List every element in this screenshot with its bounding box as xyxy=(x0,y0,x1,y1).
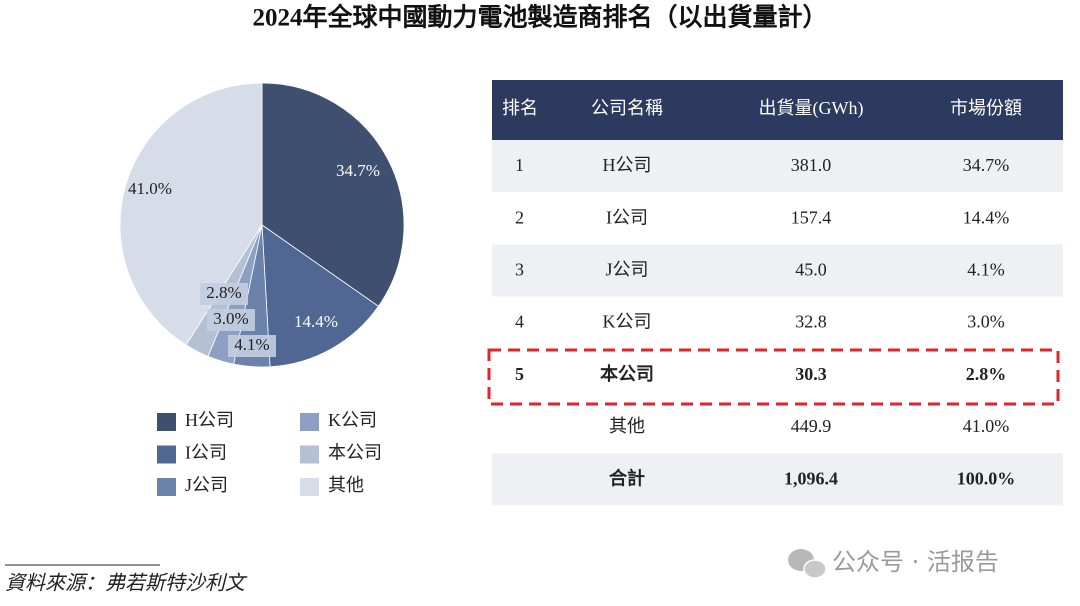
chart-title: 2024年全球中國動力電池製造商排名（以出貨量計） xyxy=(252,3,827,32)
legend-label: 其他 xyxy=(328,475,364,495)
data-label: 4.1% xyxy=(234,335,269,354)
data-label: 41.0% xyxy=(128,179,172,198)
watermark-icon xyxy=(788,549,827,579)
pie: 34.7% 14.4% 4.1% 3.0% 2.8% 41.0% xyxy=(119,82,405,368)
table-row-bg xyxy=(492,401,1063,454)
table-cell: 其他 xyxy=(609,416,645,436)
table-header: 排名 xyxy=(502,98,538,118)
table-cell: 449.9 xyxy=(791,416,832,436)
highlight-box xyxy=(487,348,1060,406)
table-header: 出貨量(GWh) xyxy=(759,98,864,119)
data-label: 34.7% xyxy=(336,161,380,180)
legend-label: 本公司 xyxy=(328,443,382,463)
table-row-bg xyxy=(492,296,1063,349)
table-cell: 3.0% xyxy=(967,312,1005,332)
table-cell: 30.3 xyxy=(795,364,827,384)
table-row-bg xyxy=(492,192,1063,245)
data-label: 3.0% xyxy=(213,309,248,328)
source: 資料來源：弗若斯特沙利文 xyxy=(5,573,248,595)
table: 排名 公司名稱 出貨量(GWh) 市場份額 1 H公司 381.0 34.7% 2 I公司 157.… xyxy=(487,80,1063,506)
pie-slice xyxy=(119,82,263,346)
data-label: 2.8% xyxy=(206,283,241,302)
table-cell: 1,096.4 xyxy=(784,468,838,488)
table-header: 市場份額 xyxy=(950,98,1022,118)
legend-label: K公司 xyxy=(328,410,377,430)
table-row-bg xyxy=(492,140,1063,193)
pie-slice xyxy=(261,224,379,368)
table-header: 公司名稱 xyxy=(591,98,663,118)
legend-label: J公司 xyxy=(185,475,228,495)
table-row-bg xyxy=(492,348,1063,401)
legend-label: I公司 xyxy=(185,443,227,463)
table-header-bg xyxy=(492,80,1063,140)
table-cell: 41.0% xyxy=(963,416,1010,436)
legend-swatch xyxy=(157,478,176,496)
table-cell: 45.0 xyxy=(795,260,827,280)
label-box xyxy=(200,283,248,305)
label-box xyxy=(228,335,276,357)
table-row-bg xyxy=(492,453,1063,506)
table-cell: 3 xyxy=(515,260,524,280)
table-cell: 2.8% xyxy=(966,364,1007,384)
table-cell: K公司 xyxy=(603,312,652,332)
legend-swatch xyxy=(300,413,319,431)
table-cell: J公司 xyxy=(605,260,648,280)
table-cell: 34.7% xyxy=(963,155,1010,175)
legend-swatch xyxy=(157,413,176,431)
table-row-bg xyxy=(492,244,1063,297)
legend-swatch xyxy=(157,445,176,464)
table-cell: 合計 xyxy=(609,467,645,488)
legend-swatch xyxy=(300,478,319,496)
table-cell: 2 xyxy=(515,207,524,227)
table-cell: 1 xyxy=(515,155,524,175)
table-cell: 4 xyxy=(515,312,524,332)
legend-swatch xyxy=(300,445,319,464)
pie-slice xyxy=(261,82,405,307)
table-cell: 157.4 xyxy=(791,207,832,227)
table-cell: 381.0 xyxy=(791,155,832,175)
table-cell: 4.1% xyxy=(967,260,1005,280)
table-cell: 5 xyxy=(515,364,524,384)
table-cell: 100.0% xyxy=(957,468,1016,488)
table-cell: I公司 xyxy=(606,207,648,227)
legend-label: H公司 xyxy=(185,410,234,430)
data-label: 14.4% xyxy=(294,312,338,331)
watermark: 公众号 · 活报告 xyxy=(832,548,999,576)
table-cell: 本公司 xyxy=(600,363,654,384)
label-box xyxy=(207,309,255,331)
table-cell: H公司 xyxy=(603,155,652,175)
table-cell: 32.8 xyxy=(795,312,827,332)
table-cell: 14.4% xyxy=(963,207,1010,227)
